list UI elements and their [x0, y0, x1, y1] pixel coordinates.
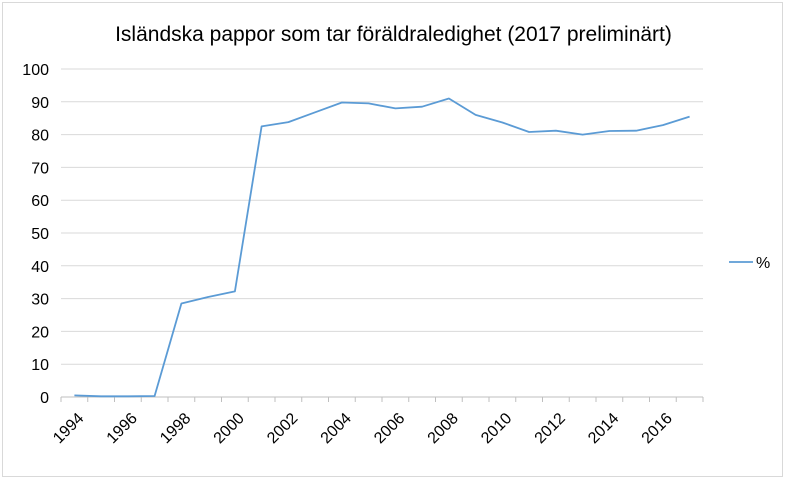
x-tick-label-2012: 2012 [532, 410, 569, 447]
y-tick-label-30: 30 [31, 292, 49, 309]
x-tick-label-1998: 1998 [157, 410, 194, 447]
y-tick-label-50: 50 [31, 226, 49, 243]
x-tick-label-2010: 2010 [478, 410, 515, 447]
y-axis-tick-labels: 0 10 20 30 40 50 60 70 80 90 100 [22, 62, 49, 407]
x-tick-label-2002: 2002 [264, 410, 301, 447]
chart-frame: Isländska pappor som tar föräldraledighe… [2, 2, 783, 477]
series-line-0 [74, 97, 690, 398]
chart-title: Isländska pappor som tar föräldraledighe… [115, 23, 672, 46]
y-tick-label-0: 0 [40, 390, 49, 407]
x-tick-label-2004: 2004 [318, 410, 355, 447]
y-tick-label-70: 70 [31, 160, 49, 177]
y-tick-label-10: 10 [31, 357, 49, 374]
x-tick-label-1996: 1996 [104, 410, 141, 447]
y-tick-label-60: 60 [31, 193, 49, 210]
y-tick-label-90: 90 [31, 95, 49, 112]
axes [60, 396, 704, 402]
x-tick-label-2008: 2008 [425, 410, 462, 447]
y-tick-label-20: 20 [31, 324, 49, 341]
y-tick-label-80: 80 [31, 128, 49, 145]
x-tick-label-2006: 2006 [371, 410, 408, 447]
y-tick-label-40: 40 [31, 259, 49, 276]
x-tick-label-2014: 2014 [585, 410, 622, 447]
x-tick-label-2016: 2016 [639, 410, 676, 447]
line-chart: 0 10 20 30 40 50 60 70 80 90 100 1994 1996 1998 2000 2… [22, 62, 770, 447]
x-tick-label-2000: 2000 [211, 410, 248, 447]
x-tick-label-1994: 1994 [50, 410, 87, 447]
legend-label-0: % [756, 255, 770, 272]
series-lines [74, 97, 690, 398]
legend: % [729, 255, 770, 272]
y-tick-label-100: 100 [22, 62, 49, 79]
grid-lines [61, 68, 703, 365]
x-axis-tick-labels: 1994 1996 1998 2000 2002 2004 2006 2008 2010 2012… [50, 410, 676, 447]
